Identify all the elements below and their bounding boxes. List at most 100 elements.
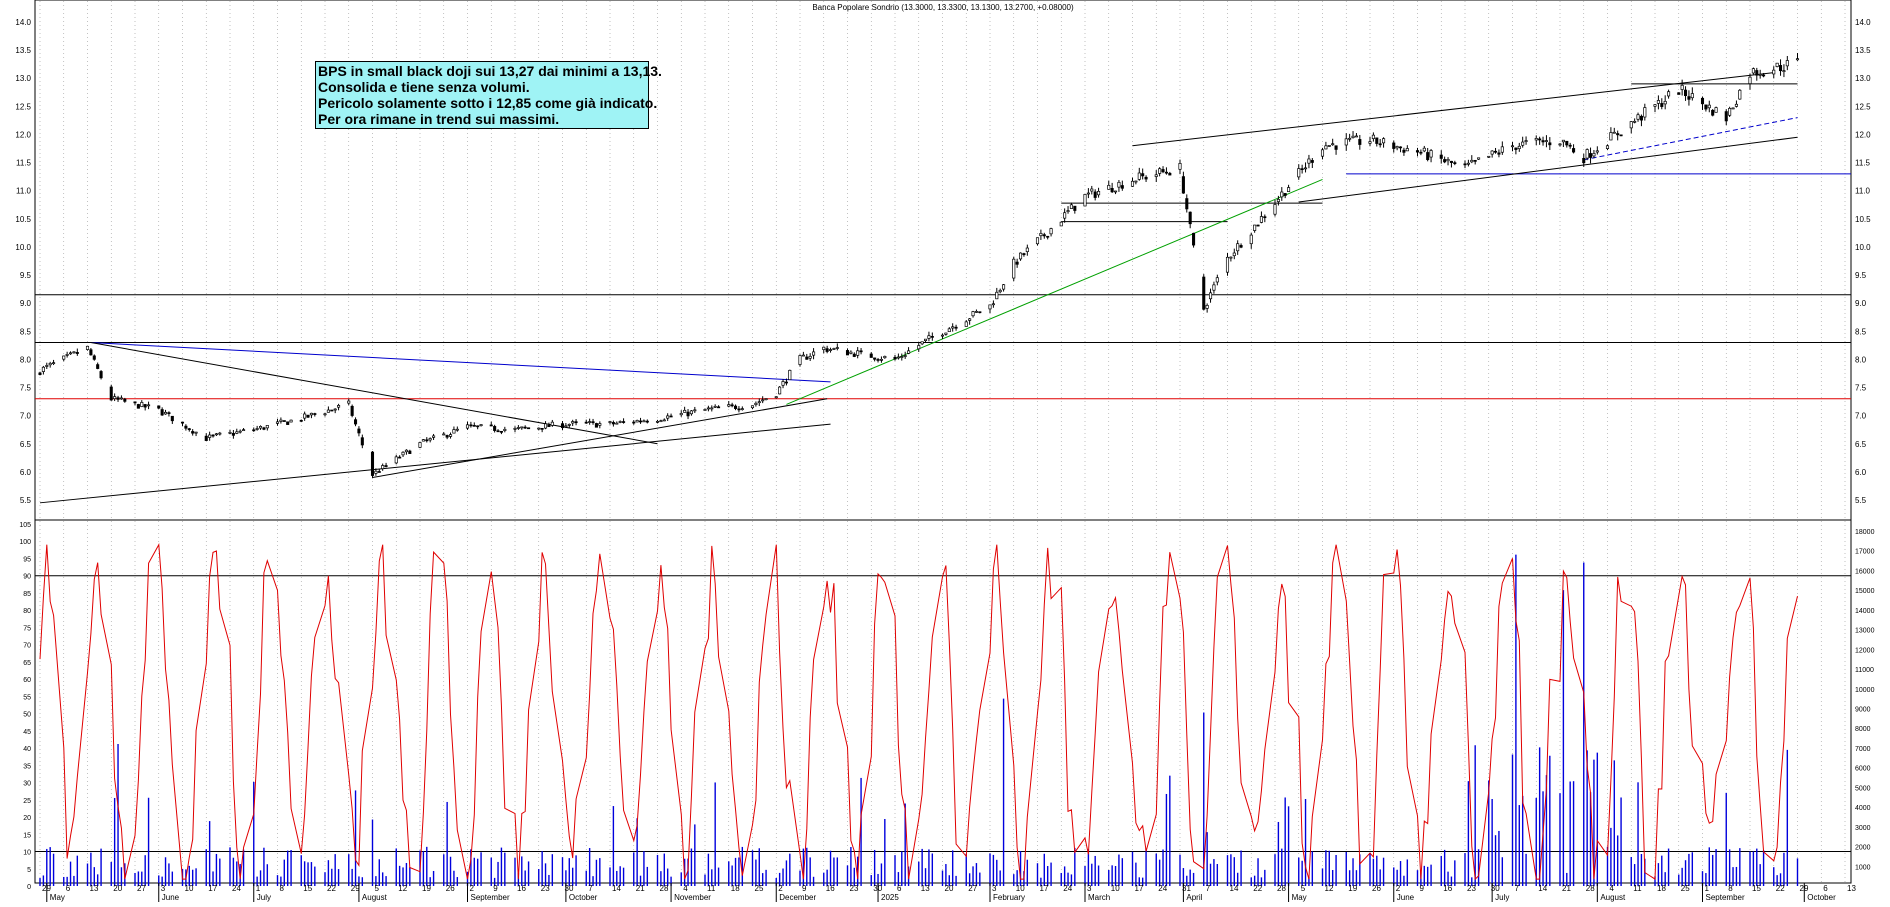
price-y-tick-right: 13.5 — [1855, 46, 1871, 55]
candle-body — [1185, 198, 1189, 210]
candle-body — [289, 419, 293, 423]
volume-y-tick-right: 1000 — [1855, 864, 1871, 871]
osc-y-tick-left: 80 — [23, 608, 31, 615]
osc-y-tick-left: 45 — [23, 729, 31, 736]
price-y-tick-left: 13.0 — [15, 74, 31, 83]
x-tick-day: 7 — [588, 884, 593, 893]
candle-body — [1002, 284, 1006, 290]
candle-body — [1463, 163, 1467, 166]
candle-body — [1470, 159, 1474, 163]
candle-body — [167, 412, 171, 414]
candle-body — [191, 431, 195, 434]
candle-body — [618, 421, 622, 423]
candle-body — [1395, 146, 1399, 149]
candle-body — [1405, 148, 1409, 152]
candle-body — [1517, 145, 1521, 149]
candle-body — [1473, 160, 1477, 162]
candle-body — [873, 357, 877, 360]
candle-body — [1643, 107, 1647, 118]
candle-body — [876, 359, 880, 361]
candle-body — [489, 424, 493, 427]
candle-body — [455, 428, 459, 431]
candle-body — [608, 421, 612, 423]
candle-body — [1782, 70, 1786, 72]
candle-body — [774, 396, 778, 399]
osc-y-tick-left: 90 — [23, 574, 31, 581]
x-tick-day: 16 — [1443, 884, 1452, 893]
candle-body — [357, 428, 361, 434]
volume-y-tick-right: 9000 — [1855, 707, 1871, 714]
osc-y-tick-left: 20 — [23, 815, 31, 822]
candle-body — [1419, 151, 1423, 154]
x-tick-day: 18 — [1657, 884, 1666, 893]
volume-y-tick-right: 5000 — [1855, 785, 1871, 792]
candle-body — [116, 397, 120, 400]
candle-body — [1677, 92, 1681, 95]
x-tick-day: 14 — [612, 884, 621, 893]
candle-body — [1497, 152, 1501, 155]
candle-body — [1700, 97, 1705, 105]
candle-body — [1069, 204, 1073, 209]
candle-body — [1443, 159, 1447, 163]
candle-body — [303, 413, 307, 419]
candle-body — [1422, 147, 1426, 152]
candle-body — [1762, 74, 1766, 77]
candle-body — [157, 405, 161, 409]
candle-body — [523, 426, 527, 429]
price-y-tick-left: 5.5 — [20, 496, 32, 505]
candle-body — [822, 346, 826, 350]
x-tick-day: 19 — [1348, 884, 1357, 893]
trendline — [1583, 117, 1798, 161]
candle-body — [208, 434, 212, 438]
candle-body — [1039, 233, 1043, 237]
candle-body — [1110, 188, 1114, 193]
candle-body — [1320, 149, 1325, 157]
x-tick-day: 20 — [945, 884, 954, 893]
x-tick-day: 7 — [1515, 884, 1520, 893]
x-tick-day: 10 — [185, 884, 194, 893]
candle-body — [1310, 160, 1314, 163]
candle-body — [258, 426, 263, 429]
candle-body — [784, 381, 788, 384]
candle-body — [669, 415, 673, 418]
annotation-line-4: Per ora rimane in trend sui massimi. — [318, 111, 560, 127]
x-tick-day: 24 — [1158, 884, 1167, 893]
candle-body — [1012, 258, 1016, 279]
candle-body — [163, 411, 168, 415]
candle-body — [1629, 121, 1633, 129]
price-y-tick-right: 8.5 — [1855, 327, 1867, 336]
candle-body — [1690, 93, 1694, 99]
volume-y-tick-right: 2000 — [1855, 845, 1871, 852]
osc-y-tick-left: 30 — [23, 781, 31, 788]
candle-body — [1283, 193, 1287, 196]
candle-body — [584, 421, 588, 424]
osc-y-tick-left: 25 — [23, 798, 31, 805]
candle-body — [1572, 148, 1576, 153]
candle-body — [1378, 143, 1382, 146]
candle-body — [370, 451, 375, 476]
volume-y-tick-right: 13000 — [1855, 628, 1875, 635]
x-tick-month: May — [50, 893, 65, 902]
x-tick-day: 8 — [280, 884, 285, 893]
x-tick-day: 20 — [113, 884, 122, 893]
candle-body — [1534, 138, 1538, 141]
osc-y-tick-left: 40 — [23, 746, 31, 753]
candle-body — [401, 451, 405, 456]
candle-body — [1490, 150, 1494, 155]
candle-body — [418, 442, 422, 448]
x-tick-month: June — [1397, 893, 1415, 902]
candle-body — [917, 345, 921, 350]
candle-body — [727, 404, 731, 407]
candle-body — [1493, 150, 1498, 153]
candle-body — [1368, 141, 1372, 144]
candle-body — [1188, 211, 1192, 225]
x-tick-day: 18 — [731, 884, 740, 893]
candle-body — [1755, 70, 1759, 76]
candle-body — [140, 402, 144, 407]
x-tick-day: 29 — [351, 884, 360, 893]
candle-body — [1253, 224, 1257, 231]
price-y-tick-left: 12.0 — [15, 130, 31, 139]
candle-body — [113, 396, 117, 400]
candle-body — [1667, 91, 1671, 97]
x-tick-day: 4 — [683, 884, 688, 893]
